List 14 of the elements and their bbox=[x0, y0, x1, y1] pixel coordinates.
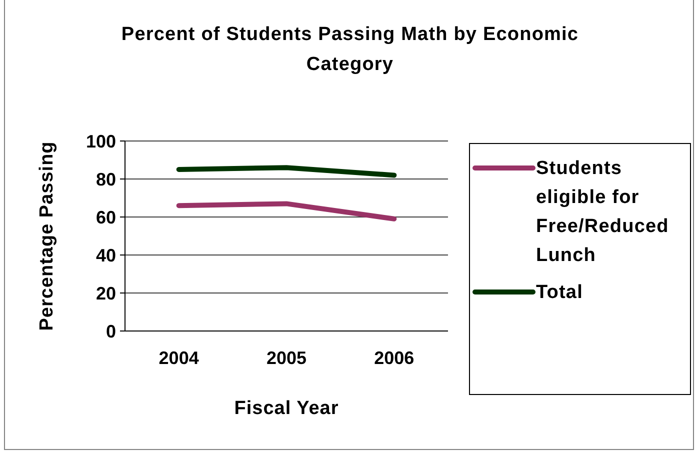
y-tick-label: 40 bbox=[96, 245, 116, 266]
legend-label: Students eligible for Free/Reduced Lunch bbox=[536, 158, 669, 266]
chart-title: Percent of Students Passing Math by Economic Category bbox=[121, 24, 579, 75]
x-axis-title: Fiscal Year bbox=[234, 398, 339, 419]
x-tick-label: 2005 bbox=[266, 348, 307, 368]
y-tick-label: 60 bbox=[96, 207, 116, 228]
y-tick-label: 80 bbox=[96, 169, 116, 190]
y-tick-label: 100 bbox=[86, 131, 116, 152]
x-tick-label: 2004 bbox=[158, 348, 199, 368]
y-tick-label: 0 bbox=[106, 321, 116, 342]
x-tick-label: 2006 bbox=[374, 348, 414, 368]
legend-label: Total bbox=[536, 282, 583, 303]
y-tick-label: 20 bbox=[96, 283, 116, 304]
y-axis-title: Percentage Passing bbox=[36, 141, 58, 331]
